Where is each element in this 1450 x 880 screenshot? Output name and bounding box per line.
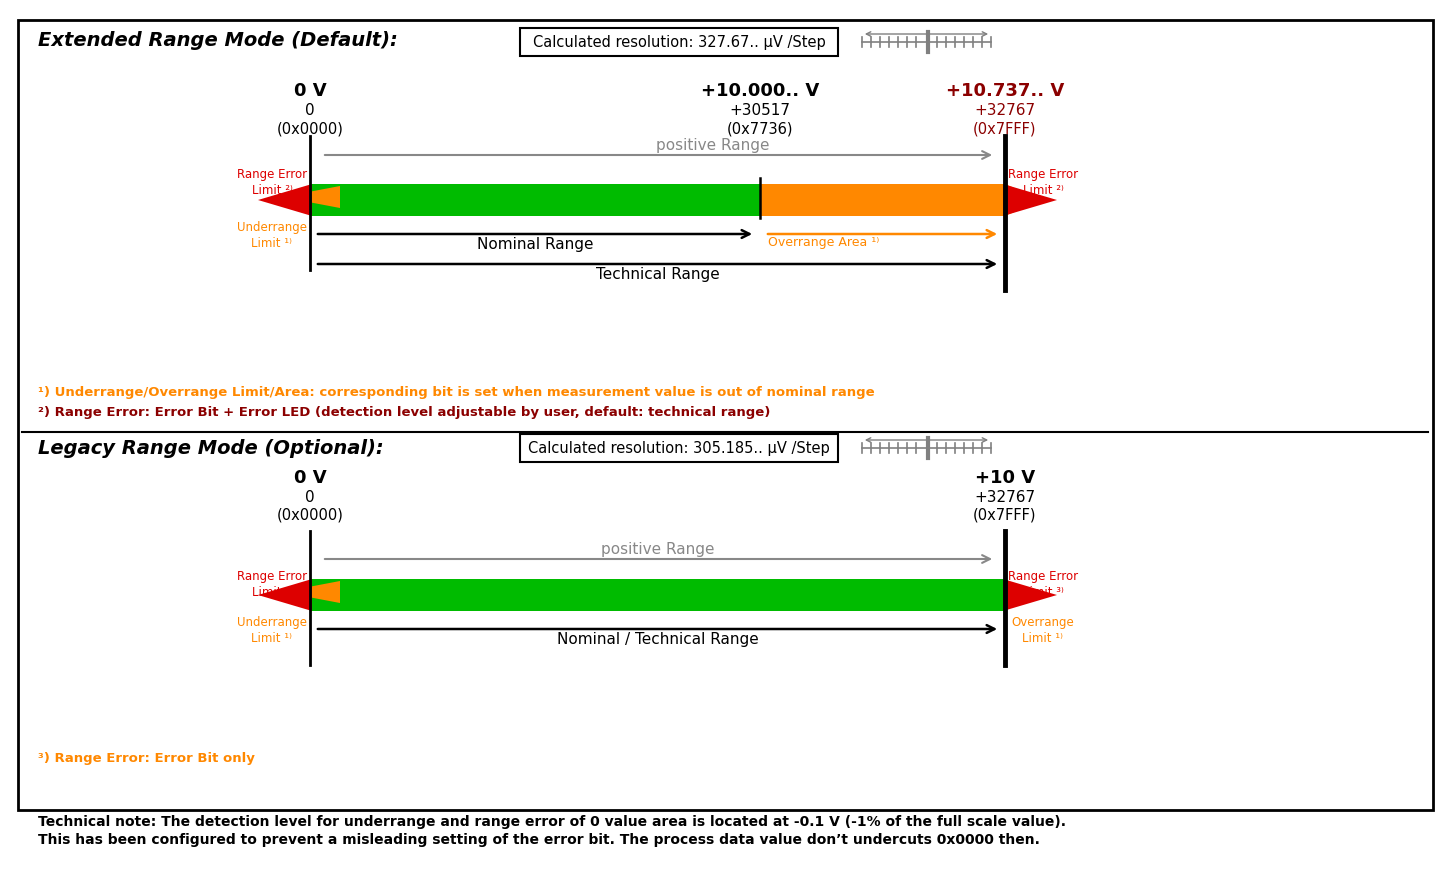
- Polygon shape: [1003, 184, 1057, 216]
- Text: (0x0000): (0x0000): [277, 121, 344, 136]
- Polygon shape: [281, 581, 339, 603]
- Text: ²) Range Error: Error Bit + Error LED (detection level adjustable by user, defau: ²) Range Error: Error Bit + Error LED (d…: [38, 406, 770, 419]
- Text: Technical note: The detection level for underrange and range error of 0 value ar: Technical note: The detection level for …: [38, 815, 1066, 829]
- Text: +10.000.. V: +10.000.. V: [700, 82, 819, 100]
- Polygon shape: [281, 186, 339, 208]
- Text: Underrange
Limit ¹⁾: Underrange Limit ¹⁾: [236, 221, 307, 250]
- Text: Technical Range: Technical Range: [596, 267, 719, 282]
- Text: Overrange
Limit ¹⁾: Overrange Limit ¹⁾: [1012, 616, 1074, 645]
- Text: ¹) Underrange/Overrange Limit/Area: corresponding bit is set when measurement va: ¹) Underrange/Overrange Limit/Area: corr…: [38, 385, 874, 399]
- Text: Nominal / Technical Range: Nominal / Technical Range: [557, 632, 758, 647]
- Text: Nominal Range: Nominal Range: [477, 237, 593, 252]
- Polygon shape: [1003, 579, 1057, 611]
- Text: (0x7FFF): (0x7FFF): [973, 507, 1037, 522]
- Bar: [521, 434, 838, 462]
- Text: Calculated resolution: 305.185.. μV /Step: Calculated resolution: 305.185.. μV /Ste…: [528, 441, 829, 456]
- Text: This has been configured to prevent a misleading setting of the error bit. The p: This has been configured to prevent a mi…: [38, 833, 1040, 847]
- Text: Overrange Area ¹⁾: Overrange Area ¹⁾: [768, 236, 879, 249]
- Polygon shape: [760, 184, 1043, 216]
- Text: +10 V: +10 V: [974, 469, 1035, 487]
- Bar: [310, 184, 760, 216]
- Text: Range Error
Limit ²⁾: Range Error Limit ²⁾: [1008, 168, 1077, 197]
- Text: 0 V: 0 V: [294, 469, 326, 487]
- Text: 0 V: 0 V: [294, 82, 326, 100]
- Text: +32767: +32767: [974, 490, 1035, 505]
- Text: (0x0000): (0x0000): [277, 507, 344, 522]
- Text: positive Range: positive Range: [655, 137, 770, 152]
- Bar: [521, 28, 838, 56]
- Polygon shape: [258, 579, 312, 611]
- Text: 0: 0: [304, 490, 315, 505]
- Text: Extended Range Mode (Default):: Extended Range Mode (Default):: [38, 31, 397, 49]
- Text: +30517: +30517: [729, 103, 790, 118]
- Text: ³) Range Error: Error Bit only: ³) Range Error: Error Bit only: [38, 752, 255, 765]
- Bar: [310, 579, 1005, 611]
- Text: Range Error
Limit ²⁾: Range Error Limit ²⁾: [236, 168, 307, 197]
- Bar: [17, 20, 1433, 810]
- Polygon shape: [258, 184, 312, 216]
- Text: Calculated resolution: 327.67.. μV /Step: Calculated resolution: 327.67.. μV /Step: [532, 34, 825, 49]
- Text: Legacy Range Mode (Optional):: Legacy Range Mode (Optional):: [38, 438, 384, 458]
- Text: (0x7736): (0x7736): [726, 121, 793, 136]
- Text: Range Error
Limit ³⁾: Range Error Limit ³⁾: [1008, 570, 1077, 599]
- Text: +10.737.. V: +10.737.. V: [945, 82, 1064, 100]
- Text: 0: 0: [304, 103, 315, 118]
- Text: Underrange
Limit ¹⁾: Underrange Limit ¹⁾: [236, 616, 307, 645]
- Text: +32767: +32767: [974, 103, 1035, 118]
- Text: Range Error
Limit ³⁾: Range Error Limit ³⁾: [236, 570, 307, 599]
- Text: positive Range: positive Range: [600, 541, 715, 556]
- Text: (0x7FFF): (0x7FFF): [973, 121, 1037, 136]
